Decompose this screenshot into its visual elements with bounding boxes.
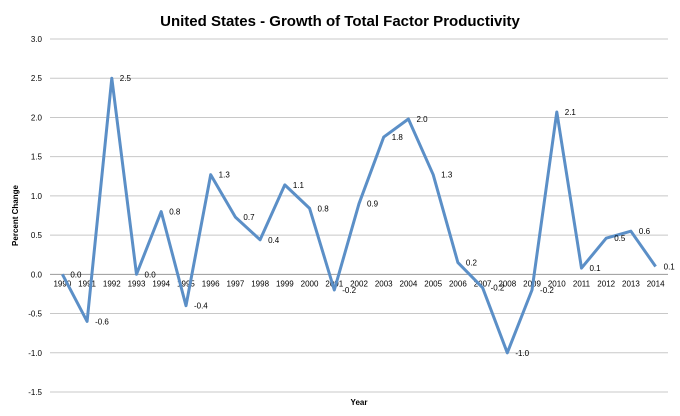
y-tick-label: -1.0 <box>28 349 42 358</box>
data-label: 2.5 <box>120 74 132 83</box>
x-tick-label: 1991 <box>78 279 96 288</box>
data-label: 0.4 <box>268 236 280 245</box>
y-tick-label: 2.0 <box>31 113 43 122</box>
chart-title: United States - Growth of Total Factor P… <box>160 13 520 30</box>
x-tick-label: 2005 <box>424 279 442 288</box>
data-label: 0.7 <box>243 213 255 222</box>
data-label: 0.1 <box>664 262 676 271</box>
data-label: 0.5 <box>614 234 626 243</box>
data-label: -0.2 <box>491 284 505 293</box>
x-tick-label: 2014 <box>647 279 665 288</box>
x-tick-label: 2003 <box>375 279 393 288</box>
x-tick-label: 1997 <box>227 279 245 288</box>
x-tick-label: 1998 <box>251 279 269 288</box>
y-tick-label: 1.0 <box>31 192 43 201</box>
y-axis-ticks: 3.0 2.5 2.0 1.5 1.0 0.5 0.0 -0.5 -1.0 -1.5 <box>28 35 42 397</box>
x-tick-label: 2010 <box>548 279 566 288</box>
data-label: -0.6 <box>95 317 109 326</box>
y-tick-label: 0.0 <box>31 270 43 279</box>
x-axis-ticks: 1990 1991 1992 1993 1994 1995 1996 1997 1998 1999… <box>53 279 665 288</box>
data-label: 2.1 <box>565 108 577 117</box>
x-tick-label: 1995 <box>177 279 195 288</box>
y-tick-label: 3.0 <box>31 35 43 44</box>
data-label: 0.1 <box>589 264 601 273</box>
y-tick-label: -0.5 <box>28 310 42 319</box>
x-tick-label: 1990 <box>53 279 71 288</box>
x-tick-label: 1994 <box>152 279 170 288</box>
y-axis-title: Percent Change <box>11 184 20 245</box>
data-label: 1.8 <box>392 133 404 142</box>
x-tick-label: 2011 <box>573 279 591 288</box>
data-label: 2.0 <box>416 115 428 124</box>
data-label: 0.2 <box>466 259 478 268</box>
data-label: -0.2 <box>342 286 356 295</box>
data-label: 1.3 <box>441 171 453 180</box>
x-tick-label: 2013 <box>622 279 640 288</box>
data-label: -0.4 <box>194 302 208 311</box>
data-label: 0.9 <box>367 200 379 209</box>
y-tick-label: 2.5 <box>31 74 43 83</box>
x-tick-label: 2000 <box>301 279 319 288</box>
data-label: 1.3 <box>219 171 231 180</box>
x-tick-label: 1999 <box>276 279 294 288</box>
data-label: 0.8 <box>318 204 330 213</box>
gridlines <box>50 38 668 393</box>
x-tick-label: 1996 <box>202 279 220 288</box>
data-label: -1.0 <box>515 349 529 358</box>
data-label: 0.0 <box>145 270 157 279</box>
x-tick-label: 2008 <box>498 279 516 288</box>
data-label: 0.0 <box>70 270 82 279</box>
data-label: -0.2 <box>540 286 554 295</box>
y-tick-label: 1.5 <box>31 153 43 162</box>
x-tick-label: 2002 <box>350 279 368 288</box>
x-tick-label: 2007 <box>474 279 492 288</box>
data-label: 1.1 <box>293 181 305 190</box>
x-tick-label: 1993 <box>128 279 146 288</box>
x-tick-label: 1992 <box>103 279 121 288</box>
data-label: 0.6 <box>639 227 651 236</box>
data-labels: 0.0 -0.6 2.5 0.0 0.8 -0.4 1.3 0.7 0.4 1.1 0.8 -0.2 0… <box>70 74 675 358</box>
data-label: 0.8 <box>169 208 181 217</box>
y-tick-label: -1.5 <box>28 388 42 397</box>
x-axis-title: Year <box>351 398 368 407</box>
series-line <box>61 76 657 355</box>
x-tick-label: 2012 <box>597 279 615 288</box>
x-tick-label: 2004 <box>400 279 418 288</box>
y-tick-label: 0.5 <box>31 231 43 240</box>
x-tick-label: 2006 <box>449 279 467 288</box>
